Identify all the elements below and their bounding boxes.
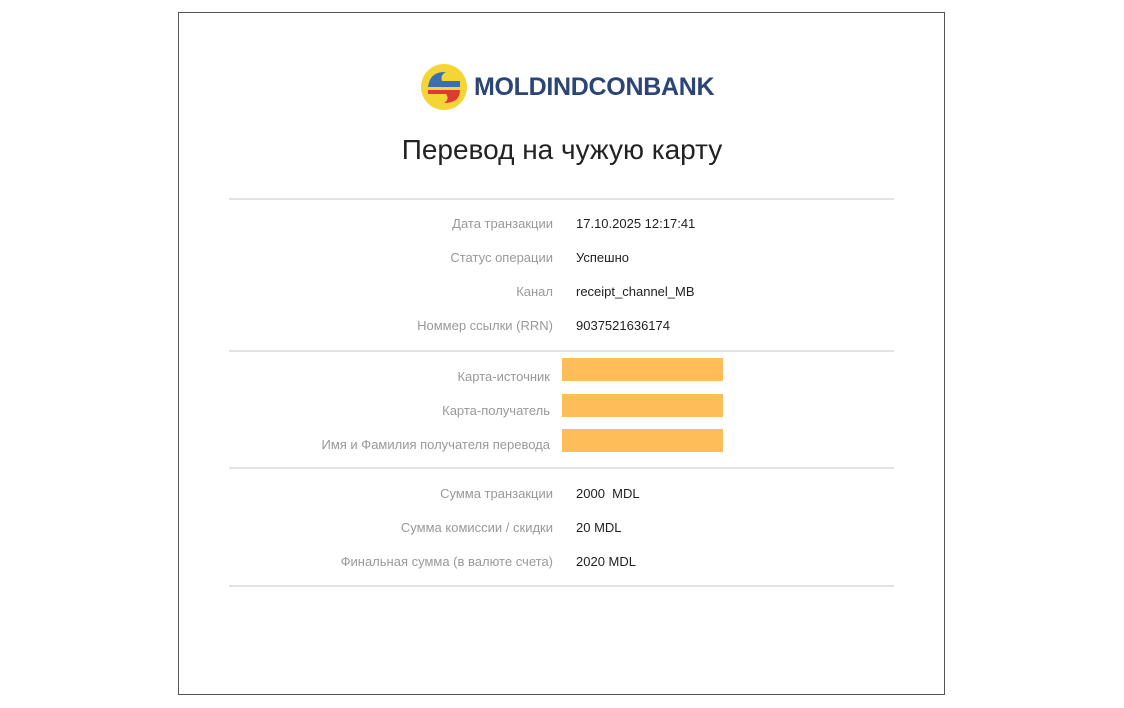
- bank-logo-text: MOLDINDCONBANK: [474, 72, 715, 101]
- redacted-source-card: [562, 358, 723, 381]
- redacted-recipient-name: [562, 429, 723, 452]
- divider: [229, 198, 894, 200]
- redacted-recipient-card: [562, 394, 723, 417]
- bank-logo-icon: [421, 64, 467, 110]
- bank-logo: MOLDINDCONBANK: [420, 63, 715, 111]
- divider: [229, 467, 894, 469]
- field-label: Карта-получатель: [442, 403, 550, 418]
- field-label: Статус операции: [450, 250, 553, 265]
- page-title: Перевод на чужую карту: [401, 134, 723, 165]
- final-amount: 2020 MDL: [576, 554, 636, 569]
- field-label: Финальная сумма (в валюте счета): [340, 554, 553, 569]
- operation-status: Успешно: [576, 250, 629, 265]
- commission-amount: 20 MDL: [576, 520, 622, 535]
- field-label: Карта-источник: [457, 369, 550, 384]
- field-label: Канал: [516, 284, 553, 299]
- field-label: Номмер ссылки (RRN): [417, 318, 553, 333]
- divider: [229, 350, 894, 352]
- divider: [229, 585, 894, 587]
- field-label: Дата транзакции: [452, 216, 553, 231]
- transaction-date: 17.10.2025 12:17:41: [576, 216, 696, 231]
- field-label: Сумма транзакции: [440, 486, 553, 501]
- rrn: 9037521636174: [576, 318, 670, 333]
- field-label: Сумма комиссии / скидки: [400, 520, 553, 535]
- field-label: Имя и Фамилия получателя перевода: [321, 437, 551, 452]
- receipt-frame: [178, 12, 945, 695]
- transaction-amount: 2000 MDL: [576, 486, 640, 501]
- channel: receipt_channel_MB: [576, 284, 695, 299]
